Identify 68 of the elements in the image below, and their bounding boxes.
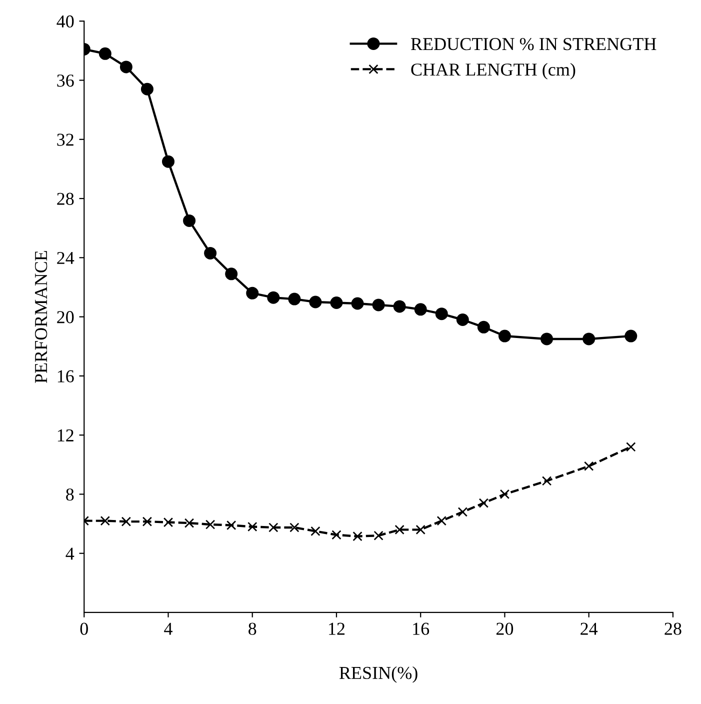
y-tick-label: 24 (57, 252, 74, 264)
y-tick-label: 28 (57, 192, 74, 205)
point (204, 246, 217, 260)
point (416, 524, 426, 535)
point (288, 292, 301, 306)
x-tick-label: 0 (80, 622, 88, 635)
point (309, 296, 322, 308)
x-axis-title: RESIN(%) (339, 666, 418, 683)
x-tick-label: 8 (248, 622, 256, 635)
point (310, 526, 320, 536)
y-tick-label: 12 (58, 429, 74, 442)
point (584, 461, 594, 471)
point (500, 489, 510, 500)
point (120, 60, 132, 74)
point (542, 476, 552, 486)
point (435, 308, 448, 320)
y-tick-label: 32 (57, 134, 74, 146)
point (163, 517, 174, 528)
x-tick-label: 12 (329, 622, 345, 635)
point (540, 332, 554, 346)
point (268, 522, 278, 532)
point (205, 520, 216, 530)
point (332, 530, 342, 540)
y-tick-label: 16 (58, 370, 74, 382)
point (290, 522, 300, 532)
legend-label: REDUCTION % IN STRENGTH (410, 38, 656, 50)
point (394, 524, 404, 535)
point (142, 516, 152, 526)
point (246, 286, 259, 300)
point (372, 298, 385, 312)
y-tick-label: 20 (57, 311, 74, 324)
point (477, 320, 490, 334)
point (183, 214, 196, 227)
x-tick-label: 24 (580, 622, 598, 635)
point (98, 47, 112, 60)
point (436, 516, 446, 526)
point (121, 516, 132, 526)
x-tick-label: 4 (164, 622, 172, 635)
point (498, 330, 511, 342)
point (184, 518, 194, 528)
x-tick-label: 20 (496, 622, 514, 635)
point (374, 530, 384, 540)
y-tick-label: 40 (56, 15, 74, 28)
x-tick-label: 16 (413, 622, 430, 635)
point (352, 531, 362, 542)
y-tick-label: 4 (66, 548, 74, 560)
point (624, 330, 638, 342)
point (162, 155, 174, 168)
point (414, 303, 427, 316)
point (456, 314, 469, 326)
y-tick-label: 8 (66, 488, 74, 501)
legend-label: CHAR LENGTH (cm) (411, 62, 576, 80)
point (458, 507, 468, 517)
point (267, 291, 280, 304)
point (626, 442, 636, 452)
point (478, 498, 489, 508)
point (393, 300, 406, 313)
point (100, 516, 110, 526)
point (226, 520, 236, 530)
x-tick-label: 28 (664, 622, 682, 635)
point (582, 332, 596, 346)
point (225, 268, 238, 280)
point (140, 82, 154, 96)
y-tick-label: 36 (57, 74, 74, 87)
point (330, 296, 343, 310)
point (351, 297, 364, 310)
point (248, 522, 258, 532)
y-axis-title: PERFORMANCE (34, 250, 48, 383)
